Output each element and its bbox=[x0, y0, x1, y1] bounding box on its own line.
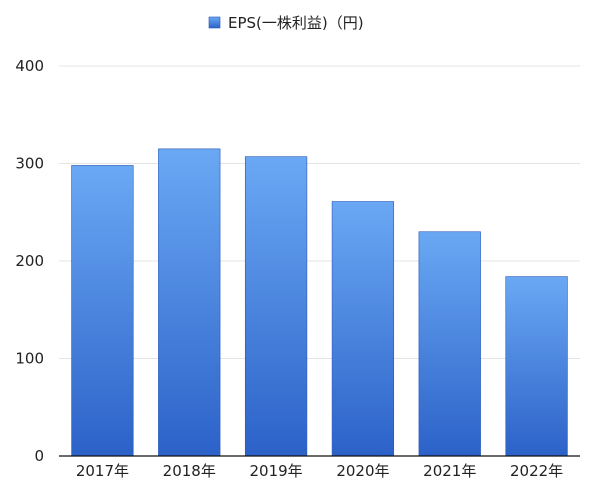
x-tick-label: 2019年 bbox=[249, 462, 302, 480]
x-tick-label: 2017年 bbox=[76, 462, 129, 480]
bar-5 bbox=[418, 231, 481, 457]
legend-swatch bbox=[208, 16, 221, 29]
x-tick-label: 2022年 bbox=[510, 462, 563, 480]
y-tick-label: 200 bbox=[15, 252, 44, 270]
y-tick-label: 300 bbox=[15, 155, 44, 173]
x-tick-label: 2018年 bbox=[163, 462, 216, 480]
x-tick-label: 2020年 bbox=[336, 462, 389, 480]
bar-6 bbox=[505, 276, 568, 457]
x-tick-label: 2021年 bbox=[423, 462, 476, 480]
bar-1 bbox=[71, 165, 134, 457]
y-tick-label: 100 bbox=[15, 350, 44, 368]
bars bbox=[71, 148, 568, 457]
bar-4 bbox=[331, 201, 395, 457]
bar-2 bbox=[158, 148, 221, 457]
x-axis-ticks: 2017年 2018年 2019年 2020年 2021年 2022年 bbox=[76, 462, 563, 480]
y-tick-label: 0 bbox=[34, 447, 44, 465]
y-axis-ticks: 0 100 200 300 400 bbox=[15, 57, 44, 465]
legend-label: EPS(一株利益)（円) bbox=[228, 14, 364, 32]
legend: EPS(一株利益)（円) bbox=[208, 14, 364, 32]
gridlines bbox=[59, 65, 580, 359]
bar-3 bbox=[244, 156, 308, 457]
y-tick-label: 400 bbox=[15, 57, 44, 75]
